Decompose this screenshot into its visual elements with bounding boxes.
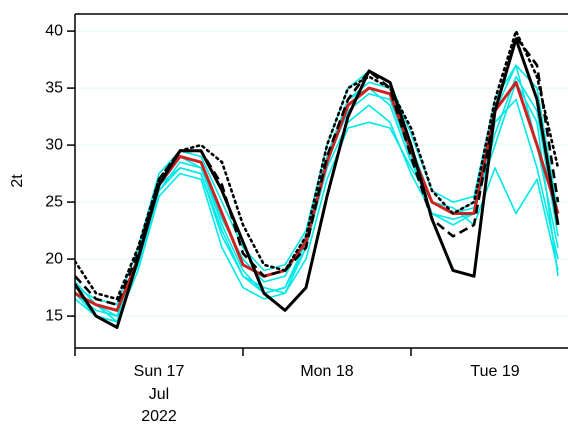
series-line bbox=[75, 37, 560, 329]
y-tick-label: 15 bbox=[45, 307, 63, 324]
y-tick-label: 25 bbox=[45, 193, 63, 210]
grid bbox=[75, 30, 568, 317]
series-line bbox=[75, 121, 559, 323]
axes: 15 20 25 30 35 40 Sun 17 Jul 2022 Mon 18 Tue 19 bbox=[45, 13, 568, 425]
x-tick-label: Mon 18 bbox=[300, 363, 353, 380]
y-axis-label: 2t bbox=[9, 174, 26, 188]
x-sublabel: Jul bbox=[149, 386, 169, 403]
lines bbox=[75, 29, 560, 329]
series-line bbox=[75, 35, 560, 306]
y-tick-label: 40 bbox=[45, 22, 63, 39]
x-tick-label: Tue 19 bbox=[470, 363, 519, 380]
y-tick-label: 20 bbox=[45, 250, 63, 267]
y-tick-label: 35 bbox=[45, 79, 63, 96]
x-sublabel: 2022 bbox=[141, 408, 177, 425]
x-tick-label: Sun 17 bbox=[134, 363, 185, 380]
y-tick-label: 30 bbox=[45, 136, 63, 153]
